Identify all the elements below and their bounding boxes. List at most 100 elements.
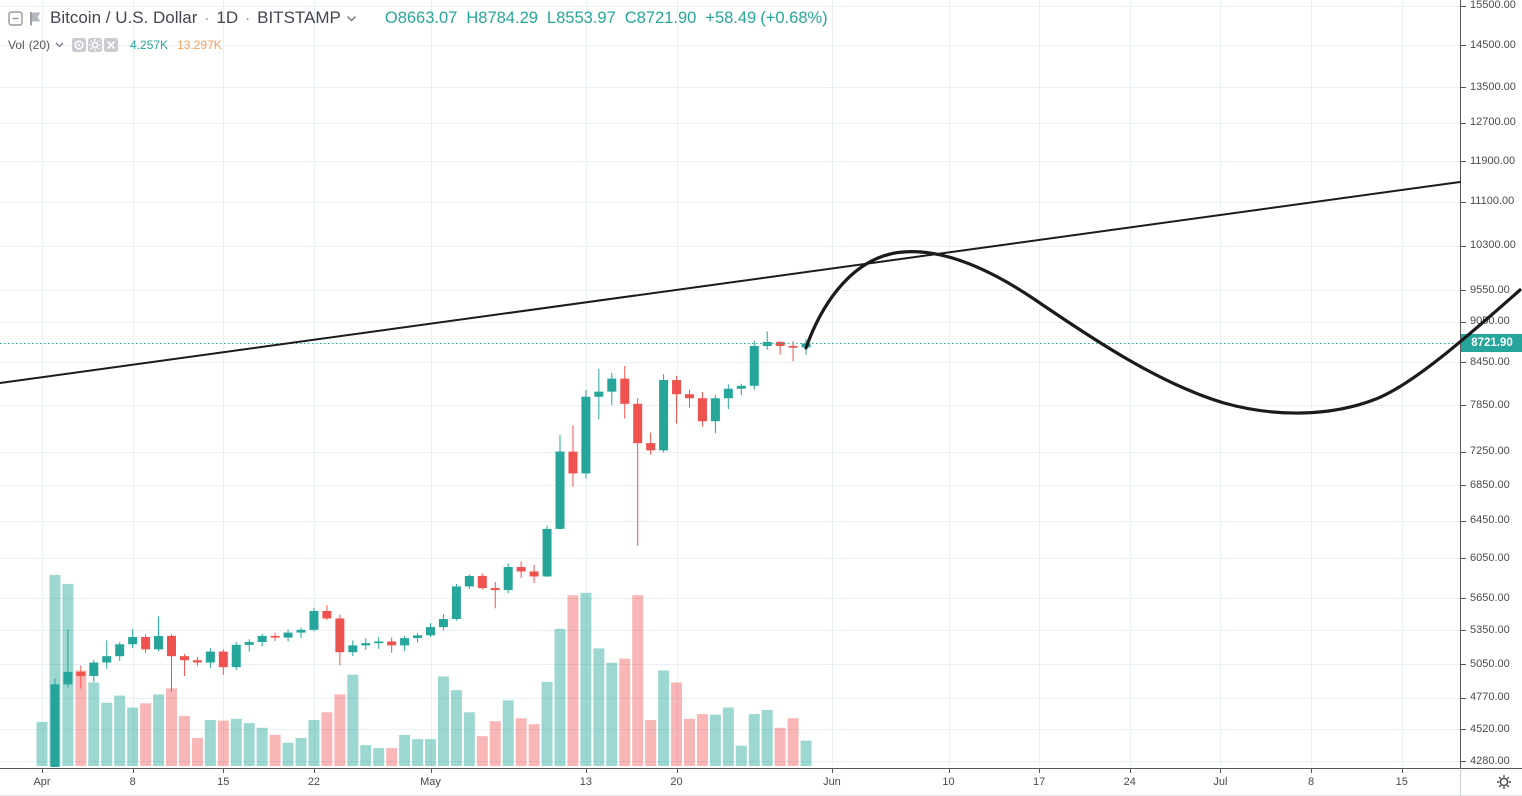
volume-bar (684, 718, 695, 766)
candle (672, 380, 682, 395)
volume-bar (412, 739, 424, 766)
candle (141, 637, 151, 650)
volume-bar (295, 737, 307, 766)
volume-ma-value: 13.297K (177, 38, 222, 52)
volume-bar (567, 595, 579, 766)
time-tick-label: Jul (1213, 776, 1228, 788)
candle (167, 635, 176, 657)
volume-bar (114, 695, 126, 766)
candle (413, 635, 423, 639)
candle (438, 618, 448, 628)
volume-bar (619, 658, 631, 766)
volume-bar (645, 720, 657, 766)
indicator-settings-gear-icon[interactable] (88, 38, 103, 52)
volume-bar (308, 720, 320, 766)
symbol-title[interactable]: Bitcoin / U.S. Dollar (50, 8, 198, 27)
candle (477, 575, 487, 589)
time-tick-label: 8 (1308, 776, 1315, 788)
price-tick-label: 7850.00 (1470, 398, 1510, 411)
price-tick-label: 12700.00 (1470, 116, 1516, 129)
volume-bar (399, 734, 411, 766)
price-tick-label: 9550.00 (1470, 283, 1510, 296)
candle (451, 586, 461, 619)
candle (607, 378, 617, 392)
ohlc-values: O8663.07 H8784.29 L8553.97 C8721.90 +58.49 (+… (385, 9, 837, 28)
axis-settings-corner (1460, 768, 1522, 796)
time-tick-label: 24 (1123, 776, 1136, 788)
volume-bar (49, 574, 61, 766)
candle (348, 645, 358, 653)
candle (335, 618, 345, 653)
candle (762, 341, 772, 346)
candle (685, 394, 694, 399)
candle (568, 451, 578, 474)
price-tick-label: 5050.00 (1470, 657, 1510, 670)
volume-bar (476, 736, 488, 766)
candle (361, 643, 371, 646)
time-tick-label: Jun (823, 776, 841, 788)
candle (620, 378, 630, 404)
interval-label[interactable]: 1D (216, 8, 239, 27)
volume-series (36, 574, 812, 766)
price-tick-label: 6450.00 (1470, 514, 1510, 527)
volume-bar (334, 694, 346, 766)
time-tick-label: 10 (942, 776, 955, 788)
candle (503, 566, 513, 591)
candle (128, 637, 138, 645)
indicator-name[interactable]: Vol (8, 38, 25, 52)
change-pct-value: (+0.68%) (760, 8, 828, 27)
volume-bar (62, 583, 74, 766)
volume-bar (269, 734, 281, 766)
volume-bar (774, 727, 786, 766)
time-tick-label: 8 (129, 776, 136, 788)
price-tick-label: 8450.00 (1470, 355, 1510, 368)
flag-icon[interactable] (28, 11, 42, 26)
chart-settings-gear-icon[interactable] (1496, 774, 1512, 790)
candle (283, 632, 293, 638)
volume-bar (722, 707, 734, 766)
price-tick-label: 7250.00 (1470, 445, 1510, 458)
volume-bar (360, 745, 372, 766)
price-tick-label: 15500.00 (1470, 0, 1516, 12)
price-tick-label: 11900.00 (1470, 154, 1516, 167)
price-tick-label: 9050.00 (1470, 315, 1510, 328)
chevron-down-icon[interactable] (346, 15, 357, 22)
volume-bar (166, 688, 177, 766)
symbol-legend-row: Bitcoin / U.S. Dollar · 1D · BITSTAMP O8… (8, 6, 837, 30)
open-value: O8663.07 (384, 8, 458, 27)
volume-bar (191, 737, 203, 766)
candle (192, 660, 202, 663)
exchange-label[interactable]: BITSTAMP (257, 8, 341, 27)
price-tick-label: 5650.00 (1470, 591, 1510, 604)
projection-curve-drawing[interactable] (804, 250, 1522, 415)
price-tick-label: 4520.00 (1470, 722, 1510, 735)
candle (76, 671, 86, 677)
price-tick-label: 13500.00 (1470, 80, 1516, 93)
candle (775, 341, 785, 346)
collapse-legend-icon[interactable] (8, 10, 23, 26)
candle (490, 588, 500, 591)
candle (555, 451, 565, 529)
candle (387, 641, 397, 646)
volume-bar (554, 628, 566, 766)
volume-bar (373, 748, 385, 766)
trendline-drawing[interactable] (0, 181, 1461, 384)
volume-bar (748, 714, 760, 766)
indicator-visibility-icon[interactable] (72, 38, 87, 52)
price-axis[interactable]: 15500.00 14500.00 13500.00 12700.00 11900.00… (1460, 0, 1522, 768)
time-axis[interactable]: Apr 8 15 22 May 13 20 Jun 10 17 24 Jul 8 15 (0, 768, 1460, 796)
candle (788, 345, 798, 348)
chevron-down-icon[interactable] (55, 42, 64, 48)
volume-bar (463, 712, 475, 766)
indicator-remove-icon[interactable] (104, 38, 119, 52)
time-tick-label: 22 (307, 776, 321, 788)
candle (594, 391, 604, 397)
volume-bar (709, 714, 721, 766)
volume-bar (606, 662, 618, 766)
candle (102, 656, 112, 663)
candle (749, 345, 759, 386)
price-tick-label: 6050.00 (1470, 551, 1510, 564)
candle (516, 566, 526, 572)
candle (231, 644, 241, 668)
